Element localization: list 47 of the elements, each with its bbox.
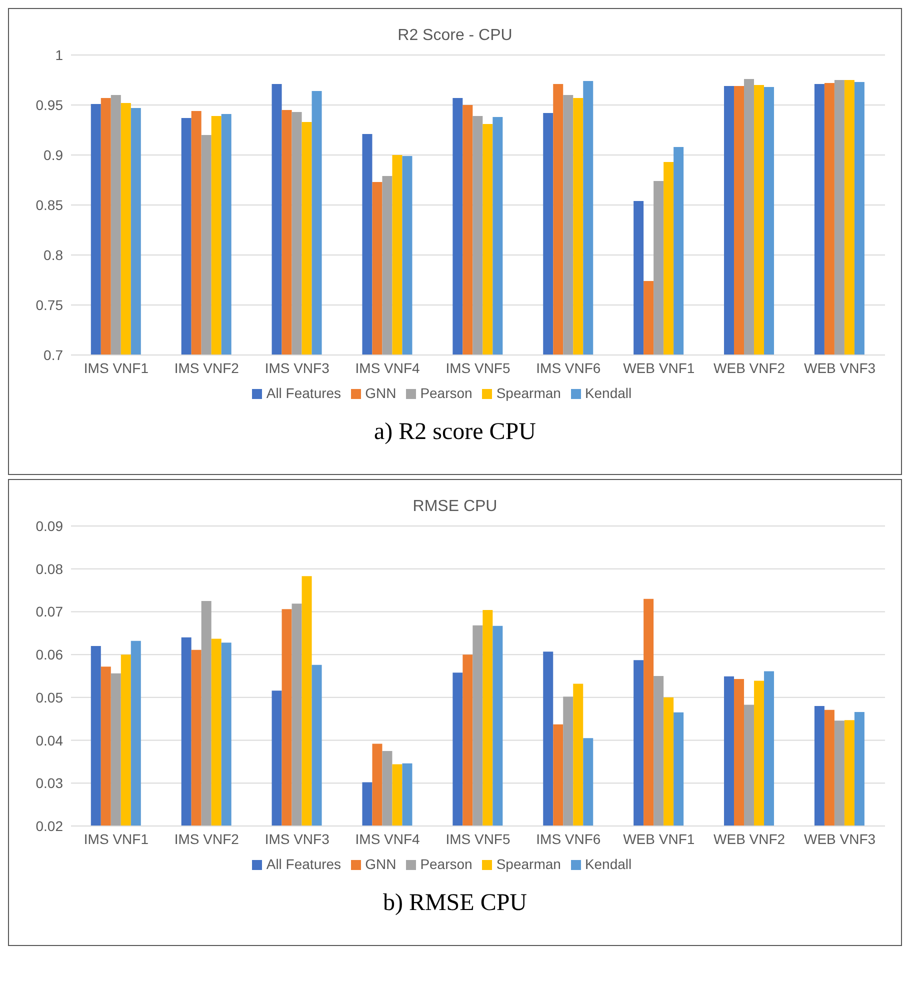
- y-tick-label: 0.95: [36, 96, 64, 113]
- legend-label: GNN: [365, 856, 396, 872]
- legend-label: All Features: [266, 385, 342, 401]
- x-tick-label: IMS VNF5: [446, 360, 510, 376]
- y-tick-label: 0.06: [36, 646, 64, 663]
- y-tick-label: 0.9: [44, 146, 64, 163]
- x-tick-label: IMS VNF6: [536, 360, 601, 376]
- y-tick-label: 0.8: [44, 246, 64, 263]
- x-tick-label: IMS VNF4: [355, 830, 420, 847]
- x-tick-label: WEB VNF2: [714, 830, 786, 847]
- y-tick-label: 0.85: [36, 196, 64, 213]
- x-tick-label: IMS VNF2: [174, 360, 240, 376]
- legend-label: GNN: [365, 385, 396, 401]
- x-tick-label: IMS VNF1: [84, 360, 149, 376]
- text: a) R2 score CPU: [373, 419, 537, 446]
- y-tick-label: 0.08: [36, 560, 64, 577]
- x-tick-label: WEB VNF2: [714, 360, 786, 376]
- x-tick-label: WEB VNF3: [804, 360, 876, 376]
- legend-label: Spearman: [496, 856, 561, 872]
- y-tick-label: 0.02: [36, 818, 64, 834]
- x-tick-label: IMS VNF6: [536, 830, 601, 847]
- x-tick-label: IMS VNF1: [84, 830, 149, 847]
- y-tick-label: 0.07: [36, 604, 64, 620]
- y-tick-label: 0.09: [36, 518, 64, 534]
- y-tick-label: 0.04: [36, 732, 64, 748]
- legend-label: Spearman: [496, 385, 561, 401]
- x-tick-label: WEB VNF1: [623, 830, 695, 847]
- y-tick-label: 0.75: [36, 296, 64, 313]
- chart-title: R2 Score - CPU: [396, 27, 514, 45]
- y-tick-label: 0.7: [44, 346, 64, 363]
- x-tick-label: IMS VNF3: [264, 830, 330, 847]
- legend-label: Kendall: [584, 385, 632, 401]
- x-tick-label: IMS VNF3: [264, 360, 330, 376]
- chart-title: RMSE CPU: [412, 498, 498, 516]
- legend-label: Pearson: [420, 385, 472, 401]
- x-tick-label: IMS VNF4: [355, 360, 420, 376]
- legend-label: All Features: [266, 856, 342, 872]
- x-tick-label: WEB VNF1: [623, 360, 695, 376]
- x-tick-label: IMS VNF5: [446, 830, 510, 847]
- legend-label: Pearson: [420, 856, 472, 872]
- x-tick-label: WEB VNF3: [804, 830, 876, 847]
- y-tick-label: 1: [55, 46, 64, 63]
- legend-label: Kendall: [584, 856, 632, 872]
- y-tick-label: 0.05: [36, 689, 64, 706]
- x-tick-label: IMS VNF2: [174, 830, 240, 847]
- text: b) RMSE CPU: [382, 890, 528, 917]
- y-tick-label: 0.03: [36, 775, 64, 792]
